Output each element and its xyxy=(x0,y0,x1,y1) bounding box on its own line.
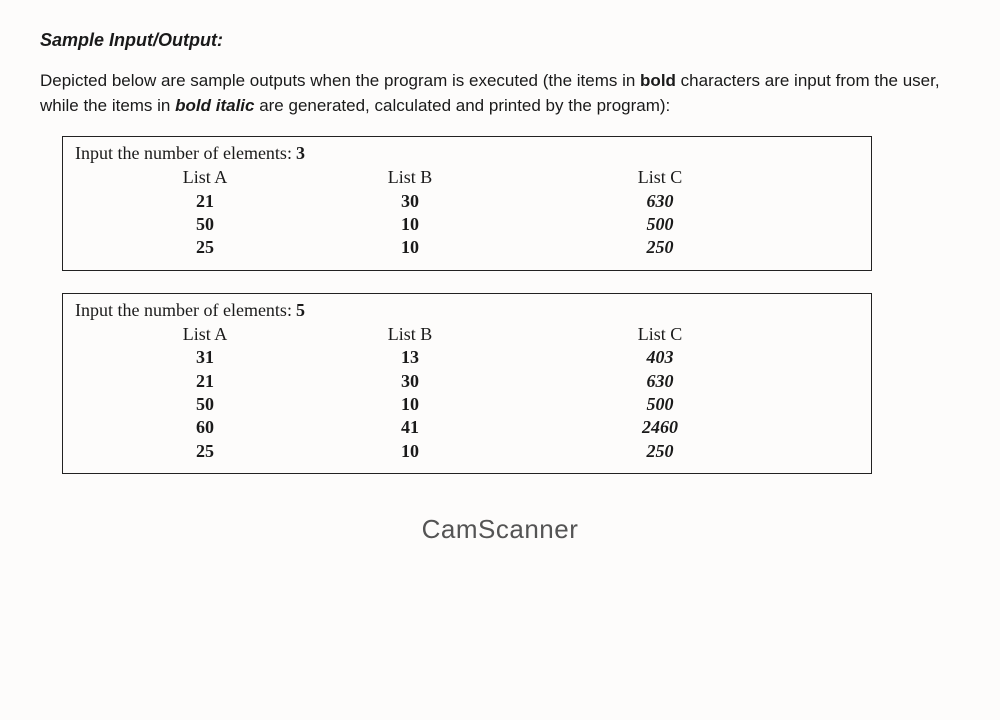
cell-list-a: 50 xyxy=(75,213,335,236)
prompt-label: Input the number of elements: xyxy=(75,143,292,163)
table-row: 60412460 xyxy=(75,416,859,439)
list-table: List AList BList C3113403213063050105006… xyxy=(75,323,859,463)
column-header: List B xyxy=(335,323,485,346)
cell-list-b: 30 xyxy=(335,190,485,213)
table-row: 5010500 xyxy=(75,393,859,416)
cell-list-b: 10 xyxy=(335,393,485,416)
cell-list-a: 25 xyxy=(75,440,335,463)
table-header-row: List AList BList C xyxy=(75,166,859,189)
prompt-line: Input the number of elements:5 xyxy=(75,300,859,321)
table-row: 2130630 xyxy=(75,190,859,213)
cell-list-a: 21 xyxy=(75,190,335,213)
cell-list-c: 500 xyxy=(485,393,835,416)
intro-text: Depicted below are sample outputs when t… xyxy=(40,71,640,90)
cell-list-b: 13 xyxy=(335,346,485,369)
cell-list-c: 630 xyxy=(485,370,835,393)
list-table: List AList BList C213063050105002510250 xyxy=(75,166,859,260)
column-header: List B xyxy=(335,166,485,189)
table-row: 3113403 xyxy=(75,346,859,369)
cell-list-c: 2460 xyxy=(485,416,835,439)
cell-list-c: 500 xyxy=(485,213,835,236)
cell-list-c: 630 xyxy=(485,190,835,213)
intro-bold: bold xyxy=(640,71,676,90)
column-header: List A xyxy=(75,323,335,346)
table-row: 2510250 xyxy=(75,236,859,259)
intro-text: are generated, calculated and printed by… xyxy=(254,96,670,115)
cell-list-a: 31 xyxy=(75,346,335,369)
cell-list-b: 10 xyxy=(335,213,485,236)
cell-list-b: 30 xyxy=(335,370,485,393)
table-header-row: List AList BList C xyxy=(75,323,859,346)
cell-list-b: 10 xyxy=(335,236,485,259)
prompt-line: Input the number of elements:3 xyxy=(75,143,859,164)
cell-list-c: 250 xyxy=(485,236,835,259)
table-row: 2510250 xyxy=(75,440,859,463)
prompt-value: 5 xyxy=(296,300,305,320)
table-row: 2130630 xyxy=(75,370,859,393)
sample-box: Input the number of elements:5List AList… xyxy=(62,293,872,474)
cell-list-a: 21 xyxy=(75,370,335,393)
cell-list-a: 50 xyxy=(75,393,335,416)
cell-list-a: 60 xyxy=(75,416,335,439)
sample-box: Input the number of elements:3List AList… xyxy=(62,136,872,271)
column-header: List C xyxy=(485,323,835,346)
watermark-label: CamScanner xyxy=(40,514,960,545)
prompt-value: 3 xyxy=(296,143,305,163)
column-header: List A xyxy=(75,166,335,189)
cell-list-a: 25 xyxy=(75,236,335,259)
cell-list-c: 250 xyxy=(485,440,835,463)
prompt-label: Input the number of elements: xyxy=(75,300,292,320)
intro-bold-italic: bold italic xyxy=(175,96,254,115)
intro-paragraph: Depicted below are sample outputs when t… xyxy=(40,69,960,118)
table-row: 5010500 xyxy=(75,213,859,236)
section-heading: Sample Input/Output: xyxy=(40,30,960,51)
cell-list-b: 41 xyxy=(335,416,485,439)
cell-list-c: 403 xyxy=(485,346,835,369)
cell-list-b: 10 xyxy=(335,440,485,463)
column-header: List C xyxy=(485,166,835,189)
